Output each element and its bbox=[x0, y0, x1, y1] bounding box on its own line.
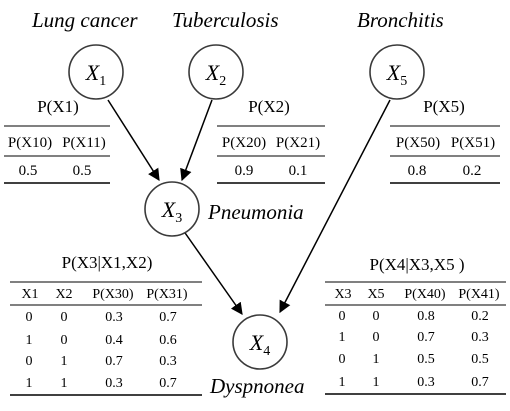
node-x3-subscript: 3 bbox=[175, 211, 182, 226]
node-x5: X5 bbox=[369, 44, 425, 100]
node-x1-label: X bbox=[85, 60, 101, 85]
cpt-value-cell: 0.7 bbox=[159, 376, 177, 391]
cpt-title: P(X1) bbox=[37, 97, 79, 116]
cpt-header-cell: X1 bbox=[21, 287, 38, 302]
svg-text:X2: X2 bbox=[205, 60, 226, 89]
node-x1-subscript: 1 bbox=[99, 74, 106, 89]
cpt-title: P(X5) bbox=[423, 97, 465, 116]
cpt-value-cell: 1 bbox=[373, 352, 380, 367]
svg-text:X3: X3 bbox=[161, 197, 182, 226]
cpt-value-cell: 0.2 bbox=[471, 309, 489, 324]
svg-text:X1: X1 bbox=[85, 60, 106, 89]
cpt-value-cell: 1 bbox=[26, 376, 33, 391]
cpt-value-cell: 0.3 bbox=[471, 330, 489, 345]
cpt-value-cell: 0.3 bbox=[105, 376, 123, 391]
cpt-title: P(X2) bbox=[248, 97, 290, 116]
cpt-header-cell: P(X30) bbox=[92, 287, 134, 302]
cpt-header-cell: X2 bbox=[55, 287, 72, 302]
cpt-value-cell: 0 bbox=[339, 352, 346, 367]
cpt-table-x2: P(X2) P(X20) P(X21) 0.9 0.1 bbox=[217, 97, 325, 184]
cpt-value-cell: 0.8 bbox=[408, 163, 427, 179]
node-x3-label: X bbox=[161, 197, 177, 222]
cpt-header-cell: P(X50) bbox=[396, 135, 440, 151]
cpt-header-cell: P(X11) bbox=[62, 135, 106, 151]
cpt-header-cell: P(X20) bbox=[222, 135, 266, 151]
node-x1: X1 bbox=[68, 44, 124, 100]
node-caption-lung-cancer: Lung cancer bbox=[31, 8, 138, 32]
cpt-value-cell: 0.7 bbox=[159, 310, 177, 325]
node-caption-bronchitis: Bronchitis bbox=[357, 8, 444, 32]
cpt-header-cell: X3 bbox=[334, 287, 351, 302]
cpt-value-cell: 0 bbox=[373, 309, 380, 324]
cpt-header-cell: P(X21) bbox=[276, 135, 320, 151]
cpt-value-cell: 0.5 bbox=[417, 352, 435, 367]
cpt-value-cell: 1 bbox=[61, 354, 68, 369]
cpt-title: P(X3|X1,X2) bbox=[62, 253, 153, 272]
node-x2: X2 bbox=[188, 44, 244, 100]
edge-x2-to-x3 bbox=[180, 99, 213, 182]
cpt-value-cell: 0.5 bbox=[19, 163, 38, 179]
cpt-value-cell: 0 bbox=[61, 333, 68, 348]
cpt-value-cell: 0 bbox=[339, 309, 346, 324]
node-caption-dyspnonea: Dyspnonea bbox=[209, 374, 304, 398]
cpt-value-cell: 0.8 bbox=[417, 309, 435, 324]
cpt-value-cell: 0 bbox=[26, 310, 33, 325]
node-caption-tuberculosis: Tuberculosis bbox=[172, 8, 279, 32]
cpt-value-cell: 0.7 bbox=[417, 330, 435, 345]
cpt-value-cell: 0.5 bbox=[73, 163, 92, 179]
cpt-value-cell: 1 bbox=[61, 376, 68, 391]
cpt-title: P(X4|X3,X5 ) bbox=[369, 255, 464, 274]
cpt-table-x1: P(X1) P(X10) P(X11) 0.5 0.5 bbox=[4, 97, 110, 184]
cpt-value-cell: 0.9 bbox=[235, 163, 254, 179]
cpt-value-cell: 0 bbox=[373, 330, 380, 345]
edge-x1-to-x3 bbox=[107, 99, 160, 182]
cpt-value-cell: 0.5 bbox=[471, 352, 489, 367]
cpt-value-cell: 1 bbox=[373, 375, 380, 390]
node-x2-subscript: 2 bbox=[219, 74, 226, 89]
node-x2-label: X bbox=[205, 60, 221, 85]
cpt-value-cell: 0.4 bbox=[105, 333, 123, 348]
cpt-value-cell: 0.3 bbox=[159, 354, 177, 369]
cpt-header-cell: P(X51) bbox=[451, 135, 495, 151]
cpt-value-cell: 1 bbox=[339, 375, 346, 390]
cpt-header-cell: X5 bbox=[367, 287, 384, 302]
node-x3: X3 bbox=[144, 181, 200, 237]
cpt-value-cell: 0.3 bbox=[105, 310, 123, 325]
cpt-header-cell: P(X10) bbox=[8, 135, 52, 151]
cpt-value-cell: 0.6 bbox=[159, 333, 177, 348]
edge-x5-to-x4 bbox=[279, 99, 391, 314]
svg-text:X4: X4 bbox=[249, 330, 270, 359]
cpt-value-cell: 0 bbox=[26, 354, 33, 369]
edge-x3-to-x4 bbox=[182, 229, 243, 315]
cpt-value-cell: 0.1 bbox=[289, 163, 308, 179]
cpt-value-cell: 0 bbox=[61, 310, 68, 325]
node-x5-subscript: 5 bbox=[400, 74, 407, 89]
cpt-value-cell: 1 bbox=[339, 330, 346, 345]
node-caption-pneumonia: Pneumonia bbox=[207, 200, 304, 224]
cpt-header-cell: P(X40) bbox=[404, 287, 446, 302]
cpt-table-x4: P(X4|X3,X5 ) X3 X5 P(X40) P(X41) 0 0 0.8… bbox=[325, 255, 506, 395]
node-x5-label: X bbox=[386, 60, 402, 85]
cpt-value-cell: 0.7 bbox=[105, 354, 123, 369]
node-x4-label: X bbox=[249, 330, 265, 355]
cpt-value-cell: 0.7 bbox=[471, 375, 489, 390]
cpt-header-cell: P(X31) bbox=[146, 287, 188, 302]
cpt-value-cell: 0.2 bbox=[463, 163, 482, 179]
cpt-header-cell: P(X41) bbox=[458, 287, 500, 302]
cpt-value-cell: 1 bbox=[26, 333, 33, 348]
svg-text:X5: X5 bbox=[386, 60, 407, 89]
cpt-table-x5: P(X5) P(X50) P(X51) 0.8 0.2 bbox=[390, 97, 500, 184]
cpt-value-cell: 0.3 bbox=[417, 375, 435, 390]
node-x4-subscript: 4 bbox=[263, 344, 270, 359]
node-x4: X4 bbox=[232, 314, 288, 370]
cpt-table-x3: P(X3|X1,X2) X1 X2 P(X30) P(X31) 0 0 0.3 … bbox=[10, 253, 202, 396]
